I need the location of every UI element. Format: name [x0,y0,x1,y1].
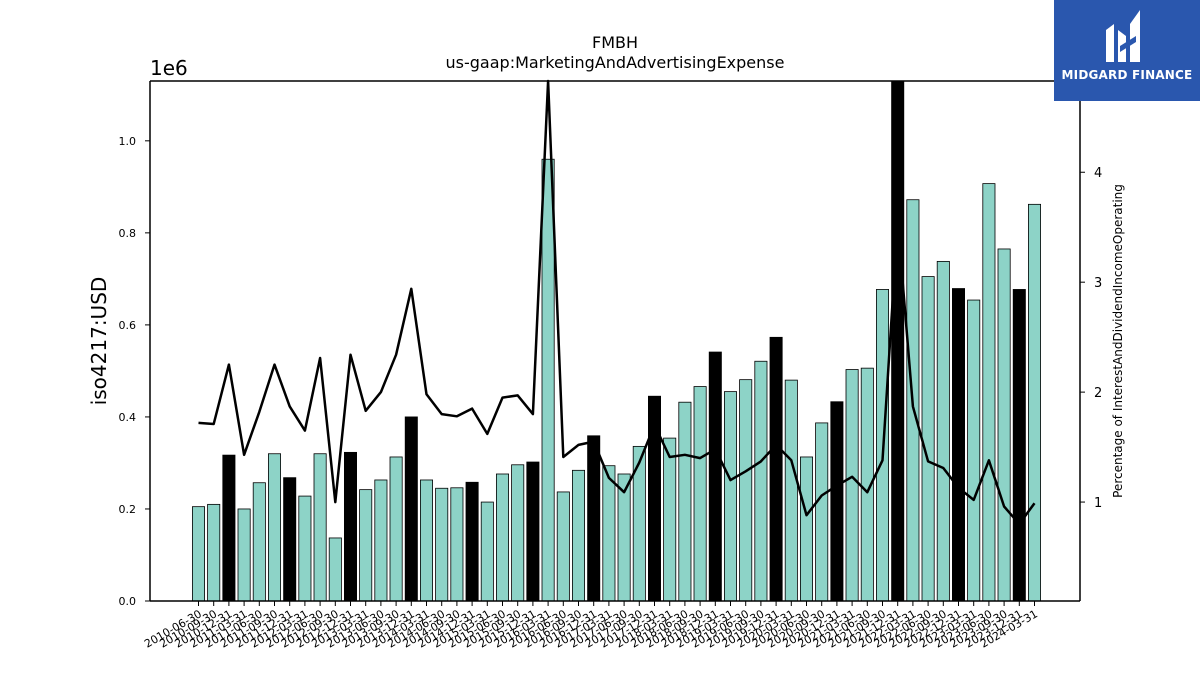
bar-2010-09-30 [207,503,221,602]
y-offset-label: 1e6 [150,56,188,80]
line-group [198,79,1036,526]
bar-2016-03-31 [541,158,555,602]
bar-2020-12-31 [830,401,844,602]
bar-2018-09-30 [693,386,707,602]
bar-2015-09-30 [511,464,525,602]
bar-2018-12-31 [708,351,722,602]
midgard-logo-icon [1106,10,1140,62]
bar-2015-03-31 [480,501,494,602]
bar-2023-03-31 [967,299,981,602]
chart-title: FMBH [592,33,638,52]
bars-group [191,80,1042,602]
bar-2012-09-30 [328,537,342,602]
bar-2012-12-31 [343,451,357,602]
bar-2013-06-30 [374,479,388,602]
bar-2023-09-30 [997,248,1011,602]
y2-tick-label: 3 [1094,276,1102,291]
bar-2012-06-30 [313,453,327,602]
bar-2020-03-31 [784,379,798,602]
bar-2019-06-30 [739,379,753,602]
bar-2014-06-30 [435,487,449,602]
bar-2014-03-31 [419,479,433,602]
y2-tick-label: 2 [1094,386,1102,401]
bar-2017-03-31 [602,465,616,602]
y-tick-label: 0.4 [119,411,137,424]
bar-2010-12-31 [222,454,236,602]
y-axis-label: iso4217:USD [87,277,111,406]
y2-tick-label: 4 [1094,166,1102,181]
y-tick-label: 0.6 [119,319,137,332]
bar-2013-09-30 [389,456,403,602]
bar-2019-03-31 [724,391,738,602]
bar-2022-12-31 [952,288,966,602]
line-series [198,79,1036,526]
bar-2019-09-30 [754,360,768,602]
bar-2016-12-31 [587,435,601,602]
bar-2011-06-30 [252,482,266,602]
bar-2024-03-31 [1028,203,1042,602]
bar-2018-06-30 [678,401,692,602]
bar-2013-03-31 [359,489,373,602]
bar-2014-09-30 [450,487,464,602]
bar-2018-03-31 [663,437,677,602]
bar-2011-03-31 [237,508,251,602]
bar-2020-09-30 [815,422,829,602]
chart-subtitle: us-gaap:MarketingAndAdvertisingExpense [446,53,785,72]
bar-2015-12-31 [526,461,540,602]
bar-2015-06-30 [495,473,509,602]
bar-2011-09-30 [267,453,281,602]
bar-2021-03-31 [845,369,859,602]
bar-2013-12-31 [404,416,418,602]
y-tick-label: 0.0 [119,595,137,608]
y-tick-label: 0.8 [119,227,137,240]
bar-2016-09-30 [572,469,586,602]
y2-axis-label: Percentage of InterestAndDividendIncomeO… [1111,184,1125,498]
bar-2023-12-31 [1012,289,1026,602]
bar-2014-12-31 [465,481,479,602]
brand-logo: MIDGARD FINANCE [1054,0,1200,101]
bar-2011-12-31 [283,477,297,602]
ticks-group: 0.00.20.40.60.81.012342010-06-302010-09-… [119,135,1103,651]
y-tick-label: 0.2 [119,503,137,516]
bar-2020-06-30 [800,456,814,602]
y2-tick-label: 1 [1094,496,1102,511]
bar-2010-06-30 [191,506,205,602]
bar-2023-06-30 [982,183,996,602]
bar-2021-12-31 [891,80,905,602]
brand-name: MIDGARD FINANCE [1061,68,1193,82]
y-tick-label: 1.0 [119,135,137,148]
bar-2022-06-30 [921,276,935,602]
bar-2022-09-30 [936,260,950,602]
bar-2012-03-31 [298,495,312,602]
bar-2019-12-31 [769,336,783,602]
bar-2016-06-30 [556,491,570,602]
